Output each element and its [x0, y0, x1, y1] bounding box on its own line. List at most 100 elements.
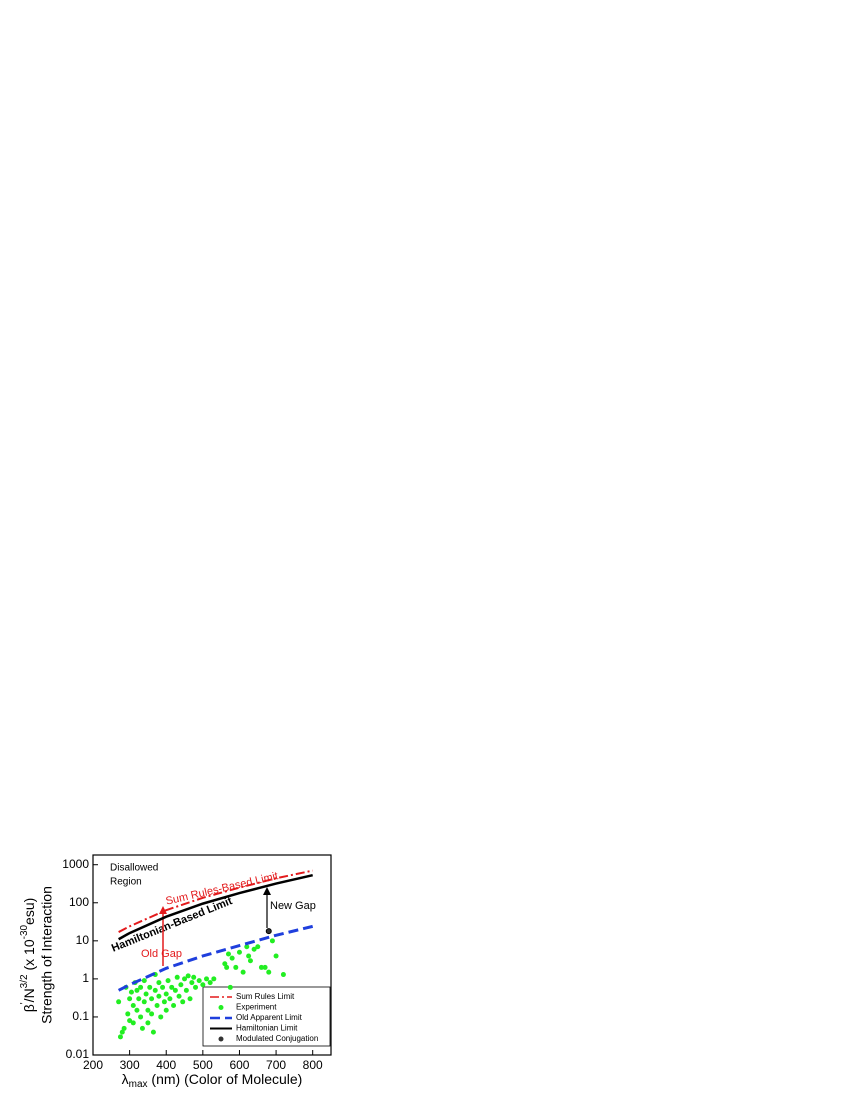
- data-point: [152, 987, 158, 993]
- data-point: [182, 976, 188, 982]
- data-point: [269, 938, 275, 944]
- legend-label: Experiment: [236, 1003, 277, 1012]
- data-point: [227, 984, 233, 990]
- y-axis-label-part: 3/2: [19, 974, 30, 988]
- data-point: [174, 974, 180, 980]
- data-point: [147, 984, 153, 990]
- annotation: Old Gap: [141, 948, 182, 960]
- y-tick-label: 10: [76, 933, 90, 947]
- data-point: [141, 999, 147, 1005]
- plot-frame: [92, 854, 332, 1056]
- data-point: [247, 958, 253, 964]
- data-point: [176, 993, 182, 999]
- y-axis-label: Strength of Interaction: [39, 886, 55, 1024]
- data-point: [224, 964, 230, 970]
- annotation: Region: [110, 877, 142, 888]
- data-point: [236, 949, 242, 955]
- data-point: [128, 989, 134, 995]
- legend-label: Old Apparent Limit: [236, 1013, 303, 1022]
- data-point: [204, 976, 210, 982]
- data-point: [233, 964, 239, 970]
- data-point: [149, 996, 155, 1002]
- legend-label: Sum Rules Limit: [236, 992, 295, 1001]
- x-tick-label: 300: [120, 1058, 140, 1072]
- data-point: [134, 987, 140, 993]
- y-axis-label-part: -30: [19, 924, 30, 939]
- data-point: [169, 984, 175, 990]
- y-tick-label: 1000: [62, 857, 89, 871]
- data-point: [187, 996, 193, 1002]
- data-point: [163, 1007, 169, 1013]
- y-tick-label: 100: [69, 895, 89, 909]
- data-point: [158, 1014, 164, 1020]
- x-axis-label: λmax (nm) (Color of Molecule): [122, 1071, 303, 1090]
- data-point: [134, 1007, 140, 1013]
- x-tick-label: 600: [229, 1058, 249, 1072]
- data-point: [172, 987, 178, 993]
- data-point: [130, 1020, 136, 1026]
- data-point: [200, 982, 206, 988]
- data-point: [258, 964, 264, 970]
- data-point: [183, 987, 189, 993]
- data-point: [156, 980, 162, 986]
- legend-label: Modulated Conjugation: [236, 1034, 318, 1043]
- data-point: [145, 1007, 151, 1013]
- y-axis-label-part: esu): [21, 898, 37, 925]
- annotation: Disallowed: [110, 863, 158, 874]
- x-tick-label: 800: [303, 1058, 323, 1072]
- data-point: [145, 1020, 151, 1026]
- data-point: [165, 978, 171, 984]
- data-point: [160, 984, 166, 990]
- legend-swatch: [218, 1005, 224, 1010]
- data-point: [121, 1025, 127, 1031]
- y-axis-label-part: (x 10: [21, 939, 37, 974]
- data-point: [167, 996, 173, 1002]
- x-tick-label: 200: [83, 1058, 103, 1072]
- data-point: [119, 1029, 125, 1035]
- data-point: [154, 1002, 160, 1008]
- data-point: [180, 999, 186, 1005]
- x-tick-label: 400: [156, 1058, 176, 1072]
- data-point: [161, 999, 167, 1005]
- data-point: [255, 944, 261, 950]
- y-axis-label-part: β: [21, 1004, 37, 1012]
- data-point: [127, 996, 133, 1002]
- legend-swatch: [218, 1036, 224, 1042]
- data-point: [156, 993, 162, 999]
- data-point: [211, 976, 217, 982]
- data-point: [143, 991, 149, 997]
- x-axis-label-part: (nm) (Color of Molecule): [148, 1071, 303, 1087]
- data-point: [207, 980, 213, 986]
- data-point: [244, 944, 250, 950]
- data-point: [116, 999, 122, 1005]
- limit-line: [118, 873, 313, 941]
- data-point: [191, 974, 197, 980]
- data-point: [141, 978, 147, 984]
- data-point: [193, 984, 199, 990]
- data-point: [229, 955, 235, 961]
- data-point: [266, 969, 272, 975]
- x-axis-label-part: max: [129, 1079, 148, 1090]
- x-tick-label: 700: [266, 1058, 286, 1072]
- data-point: [246, 953, 252, 959]
- limit-line: [118, 869, 313, 933]
- data-point: [251, 946, 257, 952]
- data-point: [149, 1011, 155, 1017]
- data-point: [127, 1018, 133, 1024]
- data-point: [125, 1011, 131, 1017]
- data-point: [171, 1002, 177, 1008]
- data-point: [178, 982, 184, 988]
- data-point: [280, 972, 286, 978]
- data-point: [240, 969, 246, 975]
- y-tick-label: 0.01: [66, 1047, 90, 1061]
- legend-label: Hamiltonian Limit: [236, 1024, 298, 1033]
- data-point: [136, 996, 142, 1002]
- data-point: [150, 1029, 156, 1035]
- legend-box: [202, 986, 331, 1047]
- arrow-head: [263, 887, 271, 895]
- y-tick-label: 0.1: [72, 1009, 89, 1023]
- data-point: [130, 1002, 136, 1008]
- data-point: [196, 978, 202, 984]
- x-axis-label-part: λ: [122, 1071, 129, 1087]
- y-axis-label-part: ': [19, 1002, 30, 1004]
